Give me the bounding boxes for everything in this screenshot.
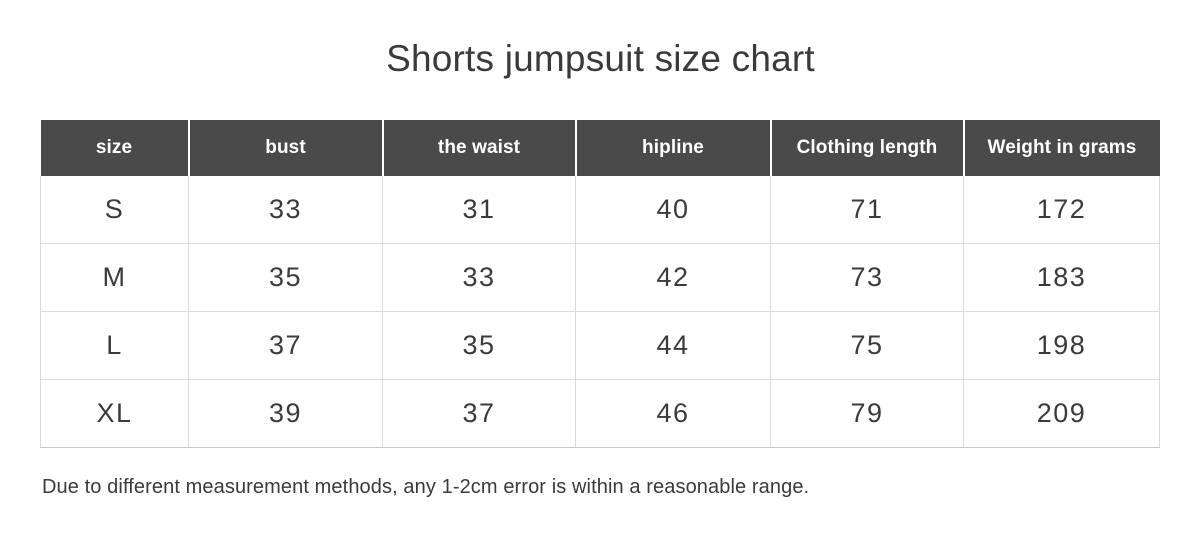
cell-hipline: 42	[575, 243, 771, 312]
table-header: size bust the waist hipline Clothing len…	[40, 120, 1160, 176]
page-title: Shorts jumpsuit size chart	[386, 38, 815, 79]
cell-length: 79	[770, 379, 964, 448]
cell-weight: 183	[963, 243, 1160, 312]
table-body: S 33 31 40 71 172 M 35 33 42 73 183 L 37…	[40, 176, 1160, 448]
column-header-bust: bust	[188, 120, 384, 176]
cell-weight: 209	[963, 379, 1160, 448]
cell-size: M	[40, 243, 189, 312]
cell-length: 75	[770, 311, 964, 380]
cell-waist: 37	[382, 379, 576, 448]
table-header-row: size bust the waist hipline Clothing len…	[40, 120, 1160, 176]
cell-size: XL	[40, 379, 189, 448]
cell-weight: 198	[963, 311, 1160, 380]
column-header-waist: the waist	[382, 120, 577, 176]
column-header-hipline: hipline	[575, 120, 772, 176]
cell-size: S	[40, 176, 189, 244]
cell-hipline: 44	[575, 311, 771, 380]
column-header-length: Clothing length	[770, 120, 965, 176]
cell-waist: 35	[382, 311, 576, 380]
cell-waist: 31	[382, 176, 576, 244]
cell-hipline: 46	[575, 379, 771, 448]
table-row: M 35 33 42 73 183	[40, 243, 1160, 312]
table-row: S 33 31 40 71 172	[40, 176, 1160, 244]
cell-weight: 172	[963, 176, 1160, 244]
cell-hipline: 40	[575, 176, 771, 244]
size-chart-table: size bust the waist hipline Clothing len…	[40, 120, 1160, 448]
table-row: L 37 35 44 75 198	[40, 311, 1160, 380]
table-row: XL 39 37 46 79 209	[40, 379, 1160, 448]
cell-waist: 33	[382, 243, 576, 312]
cell-bust: 37	[188, 311, 383, 380]
column-header-weight: Weight in grams	[963, 120, 1160, 176]
measurement-disclaimer: Due to different measurement methods, an…	[42, 476, 810, 498]
cell-length: 71	[770, 176, 964, 244]
cell-length: 73	[770, 243, 964, 312]
cell-size: L	[40, 311, 189, 380]
column-header-size: size	[40, 120, 190, 176]
cell-bust: 39	[188, 379, 383, 448]
cell-bust: 35	[188, 243, 383, 312]
cell-bust: 33	[188, 176, 383, 244]
